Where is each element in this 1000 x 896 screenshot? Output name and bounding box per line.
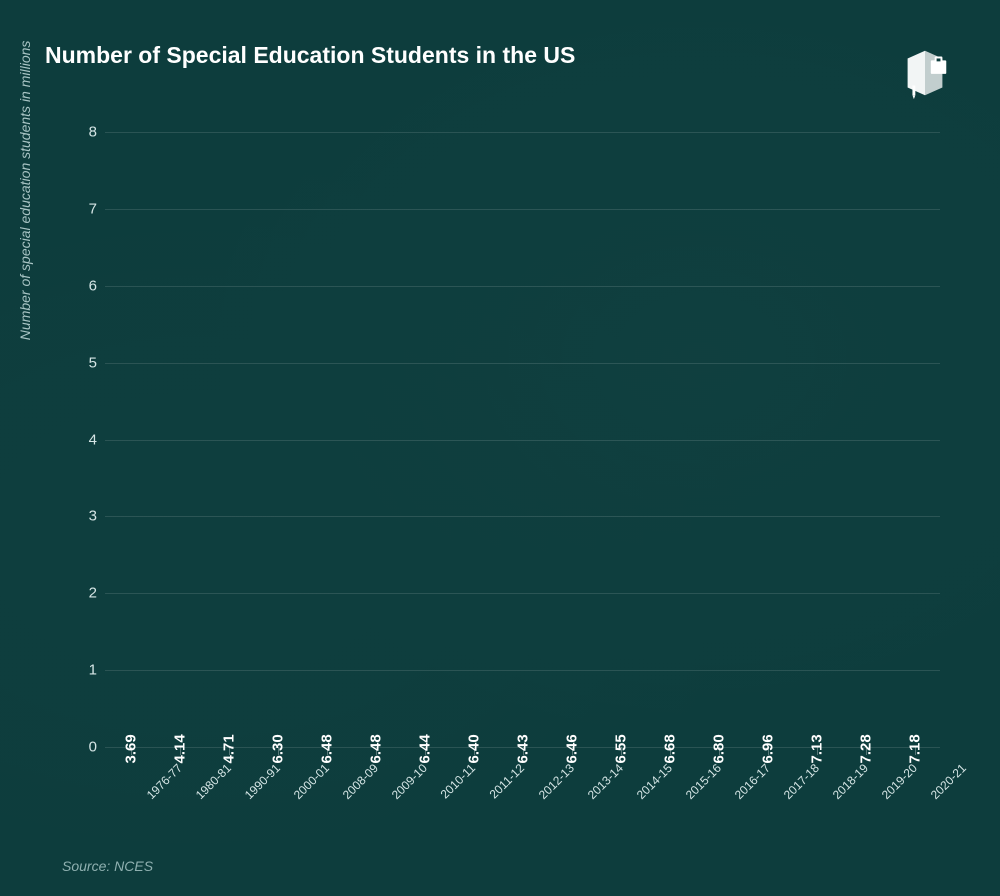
x-tick-mark xyxy=(670,747,671,755)
x-tick-wrap: 2010-11 xyxy=(405,747,444,832)
x-tick-wrap: 2015-16 xyxy=(650,747,689,832)
x-tick-mark xyxy=(376,747,377,755)
plot-area: 3.694.144.716.306.486.486.446.406.436.46… xyxy=(105,132,940,747)
x-tick-wrap: 1990-91 xyxy=(209,747,248,832)
x-tick-wrap: 2000-01 xyxy=(258,747,297,832)
x-tick-wrap: 2012-13 xyxy=(503,747,542,832)
y-tick-label: 3 xyxy=(77,508,97,525)
gridline xyxy=(105,593,940,594)
x-tick-wrap: 2019-20 xyxy=(846,747,885,832)
x-tick-mark xyxy=(474,747,475,755)
x-tick-mark xyxy=(229,747,230,755)
gridline xyxy=(105,440,940,441)
logo-icon xyxy=(895,42,955,102)
y-tick-label: 8 xyxy=(77,124,97,141)
y-tick-label: 6 xyxy=(77,277,97,294)
source-label: Source: NCES xyxy=(62,858,153,874)
y-tick-label: 2 xyxy=(77,585,97,602)
x-tick-mark xyxy=(915,747,916,755)
x-tick-mark xyxy=(621,747,622,755)
x-tick-mark xyxy=(817,747,818,755)
gridline xyxy=(105,286,940,287)
gridline xyxy=(105,670,940,671)
y-tick-label: 0 xyxy=(77,739,97,756)
gridline xyxy=(105,516,940,517)
x-tick-wrap: 2013-14 xyxy=(552,747,591,832)
x-tick-mark xyxy=(180,747,181,755)
x-tick-wrap: 2016-17 xyxy=(699,747,738,832)
y-tick-label: 5 xyxy=(77,354,97,371)
x-tick-label: 2020-21 xyxy=(927,761,968,802)
y-axis-label: Number of special education students in … xyxy=(17,41,33,341)
x-tick-wrap: 2014-15 xyxy=(601,747,640,832)
chart-title: Number of Special Education Students in … xyxy=(45,42,575,69)
x-tick-mark xyxy=(719,747,720,755)
x-tick-mark xyxy=(523,747,524,755)
x-tick-wrap: 1980-81 xyxy=(160,747,199,832)
x-tick-mark xyxy=(425,747,426,755)
x-tick-mark xyxy=(866,747,867,755)
y-tick-label: 7 xyxy=(77,200,97,217)
x-tick-wrap: 1976-77 xyxy=(111,747,150,832)
x-tick-wrap: 2020-21 xyxy=(895,747,934,832)
x-tick-mark xyxy=(278,747,279,755)
x-tick-wrap: 2011-12 xyxy=(454,747,493,832)
header: Number of Special Education Students in … xyxy=(45,42,955,102)
x-tick-mark xyxy=(768,747,769,755)
x-tick-wrap: 2009-10 xyxy=(356,747,395,832)
x-tick-mark xyxy=(572,747,573,755)
x-tick-wrap: 2018-19 xyxy=(797,747,836,832)
gridline xyxy=(105,132,940,133)
y-tick-label: 4 xyxy=(77,431,97,448)
x-tick-wrap: 2017-18 xyxy=(748,747,787,832)
gridline xyxy=(105,209,940,210)
x-tick-wrap: 2008-09 xyxy=(307,747,346,832)
chart-container: Number of Special Education Students in … xyxy=(0,0,1000,896)
chart-area: Number of special education students in … xyxy=(45,132,955,832)
x-tick-mark xyxy=(327,747,328,755)
gridline xyxy=(105,363,940,364)
y-tick-label: 1 xyxy=(77,662,97,679)
x-tick-mark xyxy=(131,747,132,755)
x-axis: 1976-77 1980-81 1990-91 2000-01 2008-09 2009-… xyxy=(105,747,940,832)
